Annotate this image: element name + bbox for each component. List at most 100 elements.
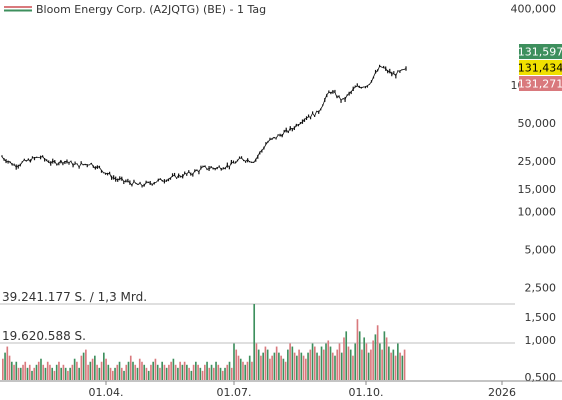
- volume-bar: [262, 352, 264, 380]
- y-tick-label: 10,000: [518, 205, 557, 218]
- volume-tick-label: 1,000: [525, 334, 557, 347]
- volume-bar: [208, 367, 211, 380]
- volume-bar: [397, 343, 399, 380]
- y-tick-label: 5,000: [525, 243, 557, 256]
- volume-bar: [302, 355, 305, 380]
- volume-bar: [327, 340, 330, 380]
- volume-bar: [15, 361, 18, 380]
- volume-bar: [367, 352, 370, 380]
- volume-bar: [334, 355, 336, 380]
- volume-bar: [118, 361, 121, 380]
- volume-bar: [217, 364, 220, 380]
- volume-bar: [145, 367, 148, 380]
- volume-bar: [22, 364, 24, 380]
- price-series: [1, 64, 407, 188]
- volume-bar: [291, 346, 294, 380]
- volume-bar: [385, 337, 388, 380]
- volume-bar: [62, 364, 65, 380]
- volume-bar: [76, 361, 78, 380]
- volume-bar: [125, 364, 128, 380]
- volume-bar: [340, 352, 343, 380]
- volume-bar: [204, 364, 206, 380]
- volume-bar: [379, 343, 381, 380]
- volume-bar: [159, 367, 161, 380]
- y-tick-label: 2,500: [525, 281, 557, 294]
- volume-bar: [134, 364, 137, 380]
- volume-bar: [197, 364, 199, 380]
- volume-bar: [237, 355, 240, 380]
- volume-bar: [53, 370, 56, 380]
- volume-bar: [37, 361, 40, 380]
- volume-mid-label: 19.620.588 S.: [2, 329, 86, 343]
- volume-bar: [329, 346, 332, 380]
- volume-bar: [201, 370, 204, 380]
- volume-bar: [316, 352, 318, 380]
- volume-bar: [345, 331, 348, 380]
- volume-bar: [147, 370, 150, 380]
- volume-tick-label: 1,500: [525, 311, 557, 324]
- volume-bar: [394, 355, 397, 380]
- volume-bar: [89, 361, 92, 380]
- volume-bar: [358, 331, 361, 380]
- volume-bar: [235, 349, 238, 380]
- volume-bar: [365, 343, 368, 380]
- volume-bar: [42, 364, 45, 380]
- volume-bar: [298, 349, 300, 380]
- volume-bar: [248, 355, 251, 380]
- volume-bar: [320, 346, 323, 380]
- volume-bar: [154, 358, 157, 380]
- volume-bar: [403, 349, 406, 380]
- x-axis: 01.04. 01.07. 01.10. 2026: [0, 380, 562, 399]
- volume-bar: [392, 349, 395, 380]
- volume-bar: [356, 319, 359, 380]
- volume-bar: [206, 361, 208, 380]
- volume-bar: [181, 364, 184, 380]
- volume-bar: [143, 364, 146, 380]
- volume-bar: [257, 349, 260, 380]
- volume-bar: [10, 361, 13, 380]
- volume-bar: [127, 361, 130, 380]
- volume-bar: [215, 361, 217, 380]
- volume-bar: [192, 364, 195, 380]
- volume-bar: [67, 370, 69, 380]
- volume-bar: [150, 364, 152, 380]
- volume-bar: [255, 343, 258, 380]
- chart-legend: Bloom Energy Corp. (A2JQTG) (BE) - 1 Tag: [4, 3, 266, 16]
- volume-bar: [94, 355, 96, 380]
- volume-grid: [0, 303, 515, 344]
- price-badge: [519, 60, 562, 75]
- volume-bar: [190, 370, 193, 380]
- volume-bar: [287, 349, 289, 380]
- price-badge: [519, 44, 562, 59]
- volume-bar: [120, 367, 123, 380]
- volume-bar: [269, 358, 271, 380]
- volume-bar: [280, 355, 282, 380]
- volume-bar: [336, 349, 339, 380]
- volume-bar: [55, 364, 58, 380]
- volume-bar: [230, 367, 233, 380]
- y-tick-label: 400,000: [511, 3, 557, 16]
- volume-bar: [17, 367, 20, 380]
- volume-bar: [244, 364, 247, 380]
- volume-bar: [98, 367, 101, 380]
- volume-bar: [260, 355, 262, 380]
- volume-bar: [212, 367, 215, 380]
- volume-bar: [381, 349, 383, 380]
- volume-bar: [266, 349, 269, 380]
- price-badge: [519, 76, 562, 91]
- volume-bar: [13, 364, 15, 380]
- volume-bar: [6, 346, 9, 380]
- volume-bar: [96, 364, 98, 380]
- volume-bar: [111, 370, 114, 380]
- volume-bar: [273, 352, 276, 380]
- volume-bar: [251, 361, 253, 380]
- volume-bar: [331, 352, 334, 380]
- volume-bar: [233, 343, 235, 380]
- volume-bar: [161, 361, 163, 380]
- volume-bar: [376, 325, 379, 380]
- volume-max-label: 39.241.177 S. / 1,3 Mrd.: [2, 290, 147, 304]
- volume-bar: [78, 367, 80, 380]
- volume-bar: [132, 361, 134, 380]
- volume-tick-label: 0,500: [525, 371, 557, 384]
- volume-bar: [300, 352, 303, 380]
